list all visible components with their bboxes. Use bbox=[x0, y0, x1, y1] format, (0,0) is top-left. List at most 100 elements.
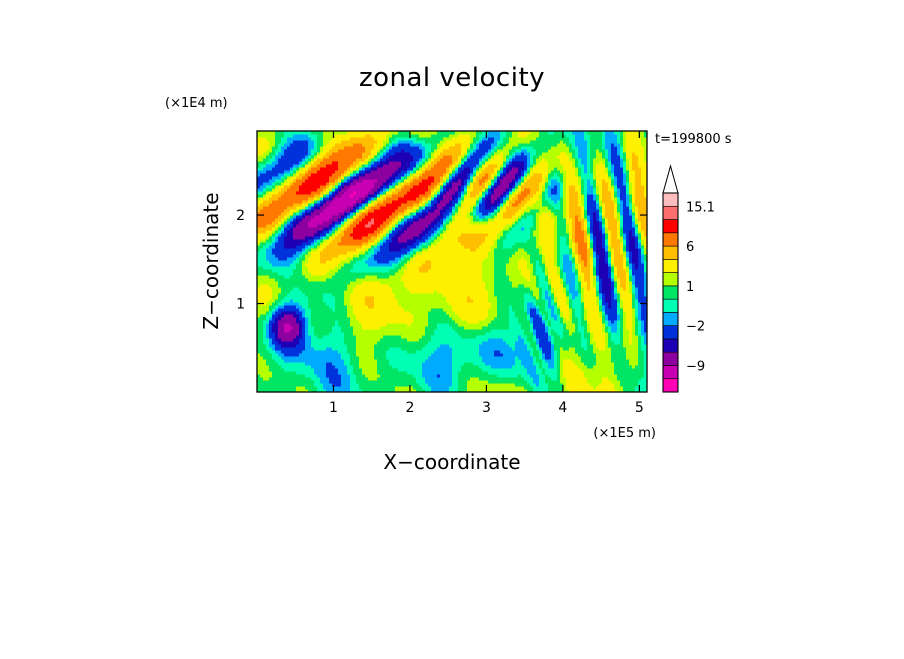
field-cell bbox=[581, 278, 585, 282]
field-cell bbox=[476, 281, 480, 285]
field-cell bbox=[392, 368, 396, 372]
field-cell bbox=[488, 314, 492, 318]
field-cell bbox=[518, 329, 522, 333]
field-cell bbox=[332, 338, 336, 342]
field-cell bbox=[476, 284, 480, 288]
field-cell bbox=[431, 293, 435, 297]
field-cell bbox=[566, 350, 570, 354]
field-cell bbox=[305, 344, 309, 348]
field-cell bbox=[614, 350, 618, 354]
field-cell bbox=[362, 305, 366, 309]
field-cell bbox=[353, 287, 357, 291]
field-cell bbox=[374, 314, 378, 318]
field-cell bbox=[269, 368, 273, 372]
field-cell bbox=[341, 326, 345, 330]
field-cell bbox=[599, 362, 603, 366]
field-cell bbox=[566, 353, 570, 357]
field-cell bbox=[626, 305, 630, 309]
field-cell bbox=[635, 308, 639, 312]
field-cell bbox=[455, 314, 459, 318]
field-cell bbox=[296, 347, 300, 351]
field-cell bbox=[341, 293, 345, 297]
field-cell bbox=[482, 302, 486, 306]
field-cell bbox=[584, 329, 588, 333]
field-cell bbox=[557, 362, 561, 366]
field-cell bbox=[416, 278, 420, 282]
field-cell bbox=[518, 320, 522, 324]
field-cell bbox=[299, 380, 303, 384]
field-cell bbox=[518, 293, 522, 297]
field-cell bbox=[629, 314, 633, 318]
field-cell bbox=[425, 317, 429, 321]
field-cell bbox=[485, 347, 489, 351]
field-cell bbox=[530, 326, 534, 330]
field-cell bbox=[392, 386, 396, 390]
field-cell bbox=[365, 353, 369, 357]
field-cell bbox=[515, 377, 519, 381]
field-cell bbox=[629, 326, 633, 330]
field-cell bbox=[494, 353, 498, 357]
field-cell bbox=[428, 317, 432, 321]
field-cell bbox=[392, 296, 396, 300]
field-cell bbox=[260, 350, 264, 354]
field-cell bbox=[371, 356, 375, 360]
field-cell bbox=[389, 374, 393, 378]
field-cell bbox=[620, 299, 624, 303]
field-cell bbox=[455, 317, 459, 321]
field-cell bbox=[296, 317, 300, 321]
field-cell bbox=[461, 296, 465, 300]
field-cell bbox=[311, 362, 315, 366]
field-cell bbox=[623, 383, 627, 387]
field-cell bbox=[629, 287, 633, 291]
field-cell bbox=[416, 341, 420, 345]
field-cell bbox=[383, 374, 387, 378]
field-cell bbox=[527, 368, 531, 372]
field-cell bbox=[353, 281, 357, 285]
field-cell bbox=[623, 332, 627, 336]
field-cell bbox=[596, 356, 600, 360]
field-cell bbox=[398, 377, 402, 381]
field-cell bbox=[488, 281, 492, 285]
field-cell bbox=[389, 383, 393, 387]
field-cell bbox=[302, 356, 306, 360]
field-cell bbox=[479, 371, 483, 375]
field-cell bbox=[455, 344, 459, 348]
field-cell bbox=[620, 314, 624, 318]
field-cell bbox=[350, 380, 354, 384]
field-cell bbox=[329, 290, 333, 294]
field-cell bbox=[578, 296, 582, 300]
field-cell bbox=[635, 296, 639, 300]
field-cell bbox=[389, 389, 393, 392]
field-cell bbox=[296, 386, 300, 390]
field-cell bbox=[476, 290, 480, 294]
field-cell bbox=[287, 356, 291, 360]
field-cell bbox=[623, 326, 627, 330]
field-cell bbox=[386, 377, 390, 381]
field-cell bbox=[611, 332, 615, 336]
field-cell bbox=[485, 284, 489, 288]
field-cell bbox=[512, 290, 516, 294]
field-cell bbox=[410, 305, 414, 309]
field-cell bbox=[641, 338, 645, 342]
field-cell bbox=[443, 374, 447, 378]
field-cell bbox=[524, 335, 528, 339]
field-cell bbox=[329, 278, 333, 282]
field-cell bbox=[335, 371, 339, 375]
field-cell bbox=[554, 290, 558, 294]
field-cell bbox=[533, 326, 537, 330]
field-cell bbox=[641, 383, 645, 387]
field-cell bbox=[611, 362, 615, 366]
field-cell bbox=[602, 374, 606, 378]
field-cell bbox=[317, 356, 321, 360]
field-cell bbox=[437, 281, 441, 285]
field-cell bbox=[365, 299, 369, 303]
field-cell bbox=[338, 329, 342, 333]
field-cell bbox=[416, 389, 420, 392]
field-cell bbox=[635, 362, 639, 366]
field-cell bbox=[260, 281, 264, 285]
field-cell bbox=[548, 281, 552, 285]
field-cell bbox=[566, 305, 570, 309]
field-cell bbox=[569, 329, 573, 333]
field-cell bbox=[470, 353, 474, 357]
field-cell bbox=[287, 335, 291, 339]
